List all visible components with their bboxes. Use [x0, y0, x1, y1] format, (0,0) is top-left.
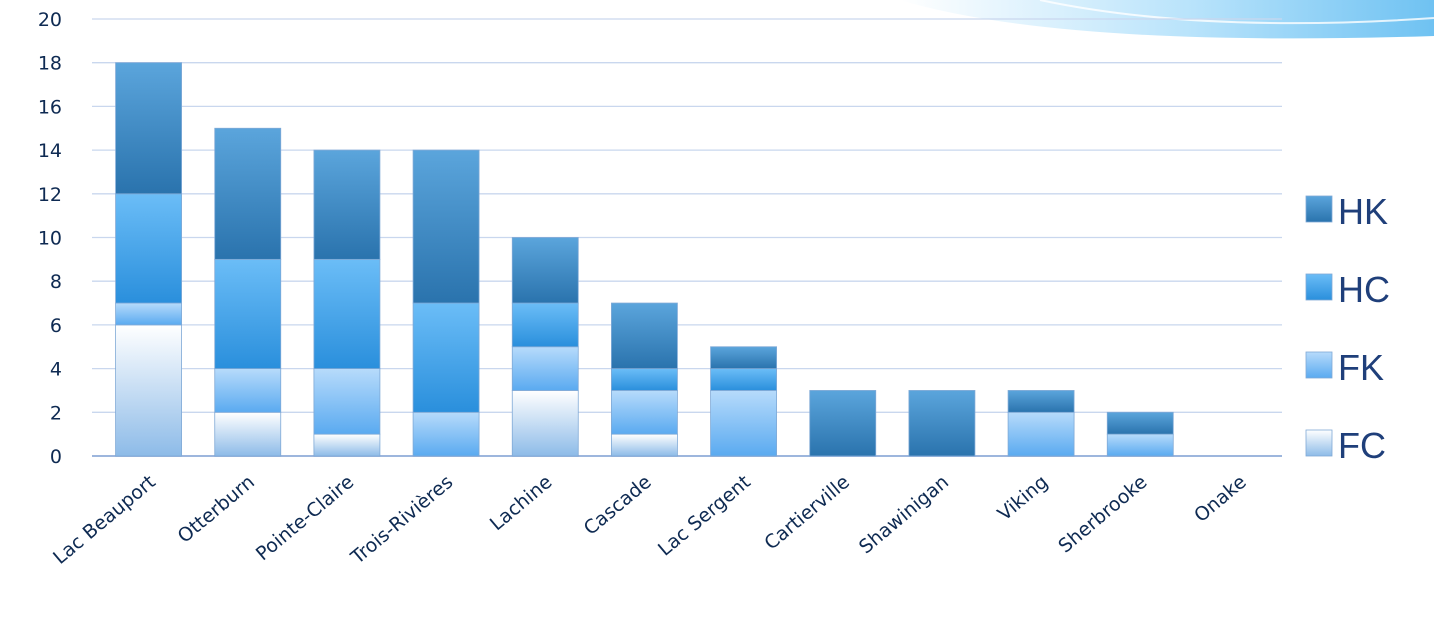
- x-tick-label-lac-sergent: Lac Sergent: [654, 471, 755, 561]
- bar-sherbrooke-fk: [1106, 433, 1174, 457]
- bar-lachine-fc: [511, 390, 579, 457]
- bar-lac-beauport-hk: [115, 62, 182, 195]
- y-tick-label-12: 12: [38, 184, 62, 206]
- legend-swatch-hk: [1305, 195, 1333, 223]
- legend-label-hc: HC: [1338, 269, 1390, 310]
- y-tick-label-20: 20: [38, 9, 62, 31]
- bar-trois-rivieres-hk: [412, 149, 480, 304]
- bar-cascade-hc: [611, 368, 678, 391]
- bar-trois-rivieres-hc: [412, 302, 480, 413]
- bar-otterburn-fc: [214, 411, 282, 457]
- y-tick-label-0: 0: [50, 446, 62, 468]
- x-tick-label-otterburn: Otterburn: [174, 471, 259, 548]
- bar-lac-beauport-fk: [115, 302, 182, 326]
- y-tick-label-10: 10: [38, 228, 62, 250]
- x-tick-label-sherbrooke: Sherbrooke: [1054, 471, 1151, 557]
- bar-lac-sergent-fk: [710, 390, 777, 457]
- x-tick-label-trois-rivieres: Trois-Rivières: [346, 471, 457, 569]
- bar-lachine-hc: [511, 302, 579, 348]
- bar-pointe-claire-hc: [313, 258, 381, 370]
- gridlines: [92, 18, 1282, 457]
- x-tick-label-pointe-claire: Pointe-Claire: [252, 471, 358, 565]
- bar-lac-sergent-hk: [710, 346, 777, 370]
- bar-sherbrooke-hk: [1106, 411, 1174, 435]
- legend-label-fk: FK: [1338, 347, 1384, 388]
- x-axis: Lac Beauport OtterburnPointe-ClaireTrois-…: [49, 471, 1251, 569]
- y-axis: 0 2 4 6 8 10 12 14 16 18 20: [38, 9, 62, 468]
- x-tick-label-cascade: Cascade: [580, 471, 656, 540]
- y-tick-label-14: 14: [38, 140, 62, 162]
- swoosh-line: [1039, 0, 1434, 25]
- x-tick-label-onake: Onake: [1190, 471, 1251, 527]
- x-tick-label-lachine: Lachine: [486, 471, 557, 535]
- y-tick-label-16: 16: [38, 96, 62, 118]
- legend-swatch-fc: [1305, 429, 1333, 457]
- bar-pointe-claire-fk: [313, 368, 381, 435]
- bar-otterburn-hk: [214, 127, 282, 260]
- x-tick-label-viking: Viking: [994, 471, 1053, 525]
- legend-label-hk: HK: [1338, 191, 1388, 232]
- bar-lac-sergent-hc: [710, 368, 777, 391]
- bar-lac-beauport-fc: [115, 324, 182, 457]
- x-tick-label-shawinigan: Shawinigan: [855, 471, 953, 558]
- bar-trois-rivieres-fk: [412, 411, 480, 457]
- bar-pointe-claire-fc: [313, 433, 381, 457]
- y-tick-label-4: 4: [50, 359, 62, 381]
- bar-pointe-claire-hk: [313, 149, 381, 260]
- bar-cartierville-hk: [809, 390, 877, 457]
- legend-swatch-fk: [1305, 351, 1333, 379]
- bar-cascade-hk: [611, 302, 678, 369]
- y-tick-label-18: 18: [38, 53, 62, 75]
- legend: HK HC FK FC: [1305, 191, 1390, 466]
- y-tick-label-2: 2: [50, 402, 62, 424]
- legend-swatch-hc: [1305, 273, 1333, 301]
- bar-cascade-fc: [611, 433, 678, 457]
- bar-viking-fk: [1007, 411, 1075, 457]
- legend-label-fc: FC: [1338, 425, 1386, 466]
- bar-lac-beauport-hc: [115, 193, 182, 304]
- x-tick-label-cartierville: Cartierville: [760, 471, 854, 555]
- bar-viking-hk: [1007, 390, 1075, 413]
- y-tick-label-6: 6: [50, 315, 62, 337]
- bar-lachine-hk: [511, 237, 579, 304]
- bar-cascade-fk: [611, 390, 678, 435]
- bar-lachine-fk: [511, 346, 579, 391]
- bar-shawinigan-hk: [908, 390, 976, 457]
- x-tick-label-lac-beauport: Lac Beauport: [49, 471, 160, 569]
- bar-otterburn-fk: [214, 368, 282, 413]
- bar-otterburn-hc: [214, 258, 282, 370]
- y-tick-label-8: 8: [50, 271, 62, 293]
- bars: [115, 62, 1174, 457]
